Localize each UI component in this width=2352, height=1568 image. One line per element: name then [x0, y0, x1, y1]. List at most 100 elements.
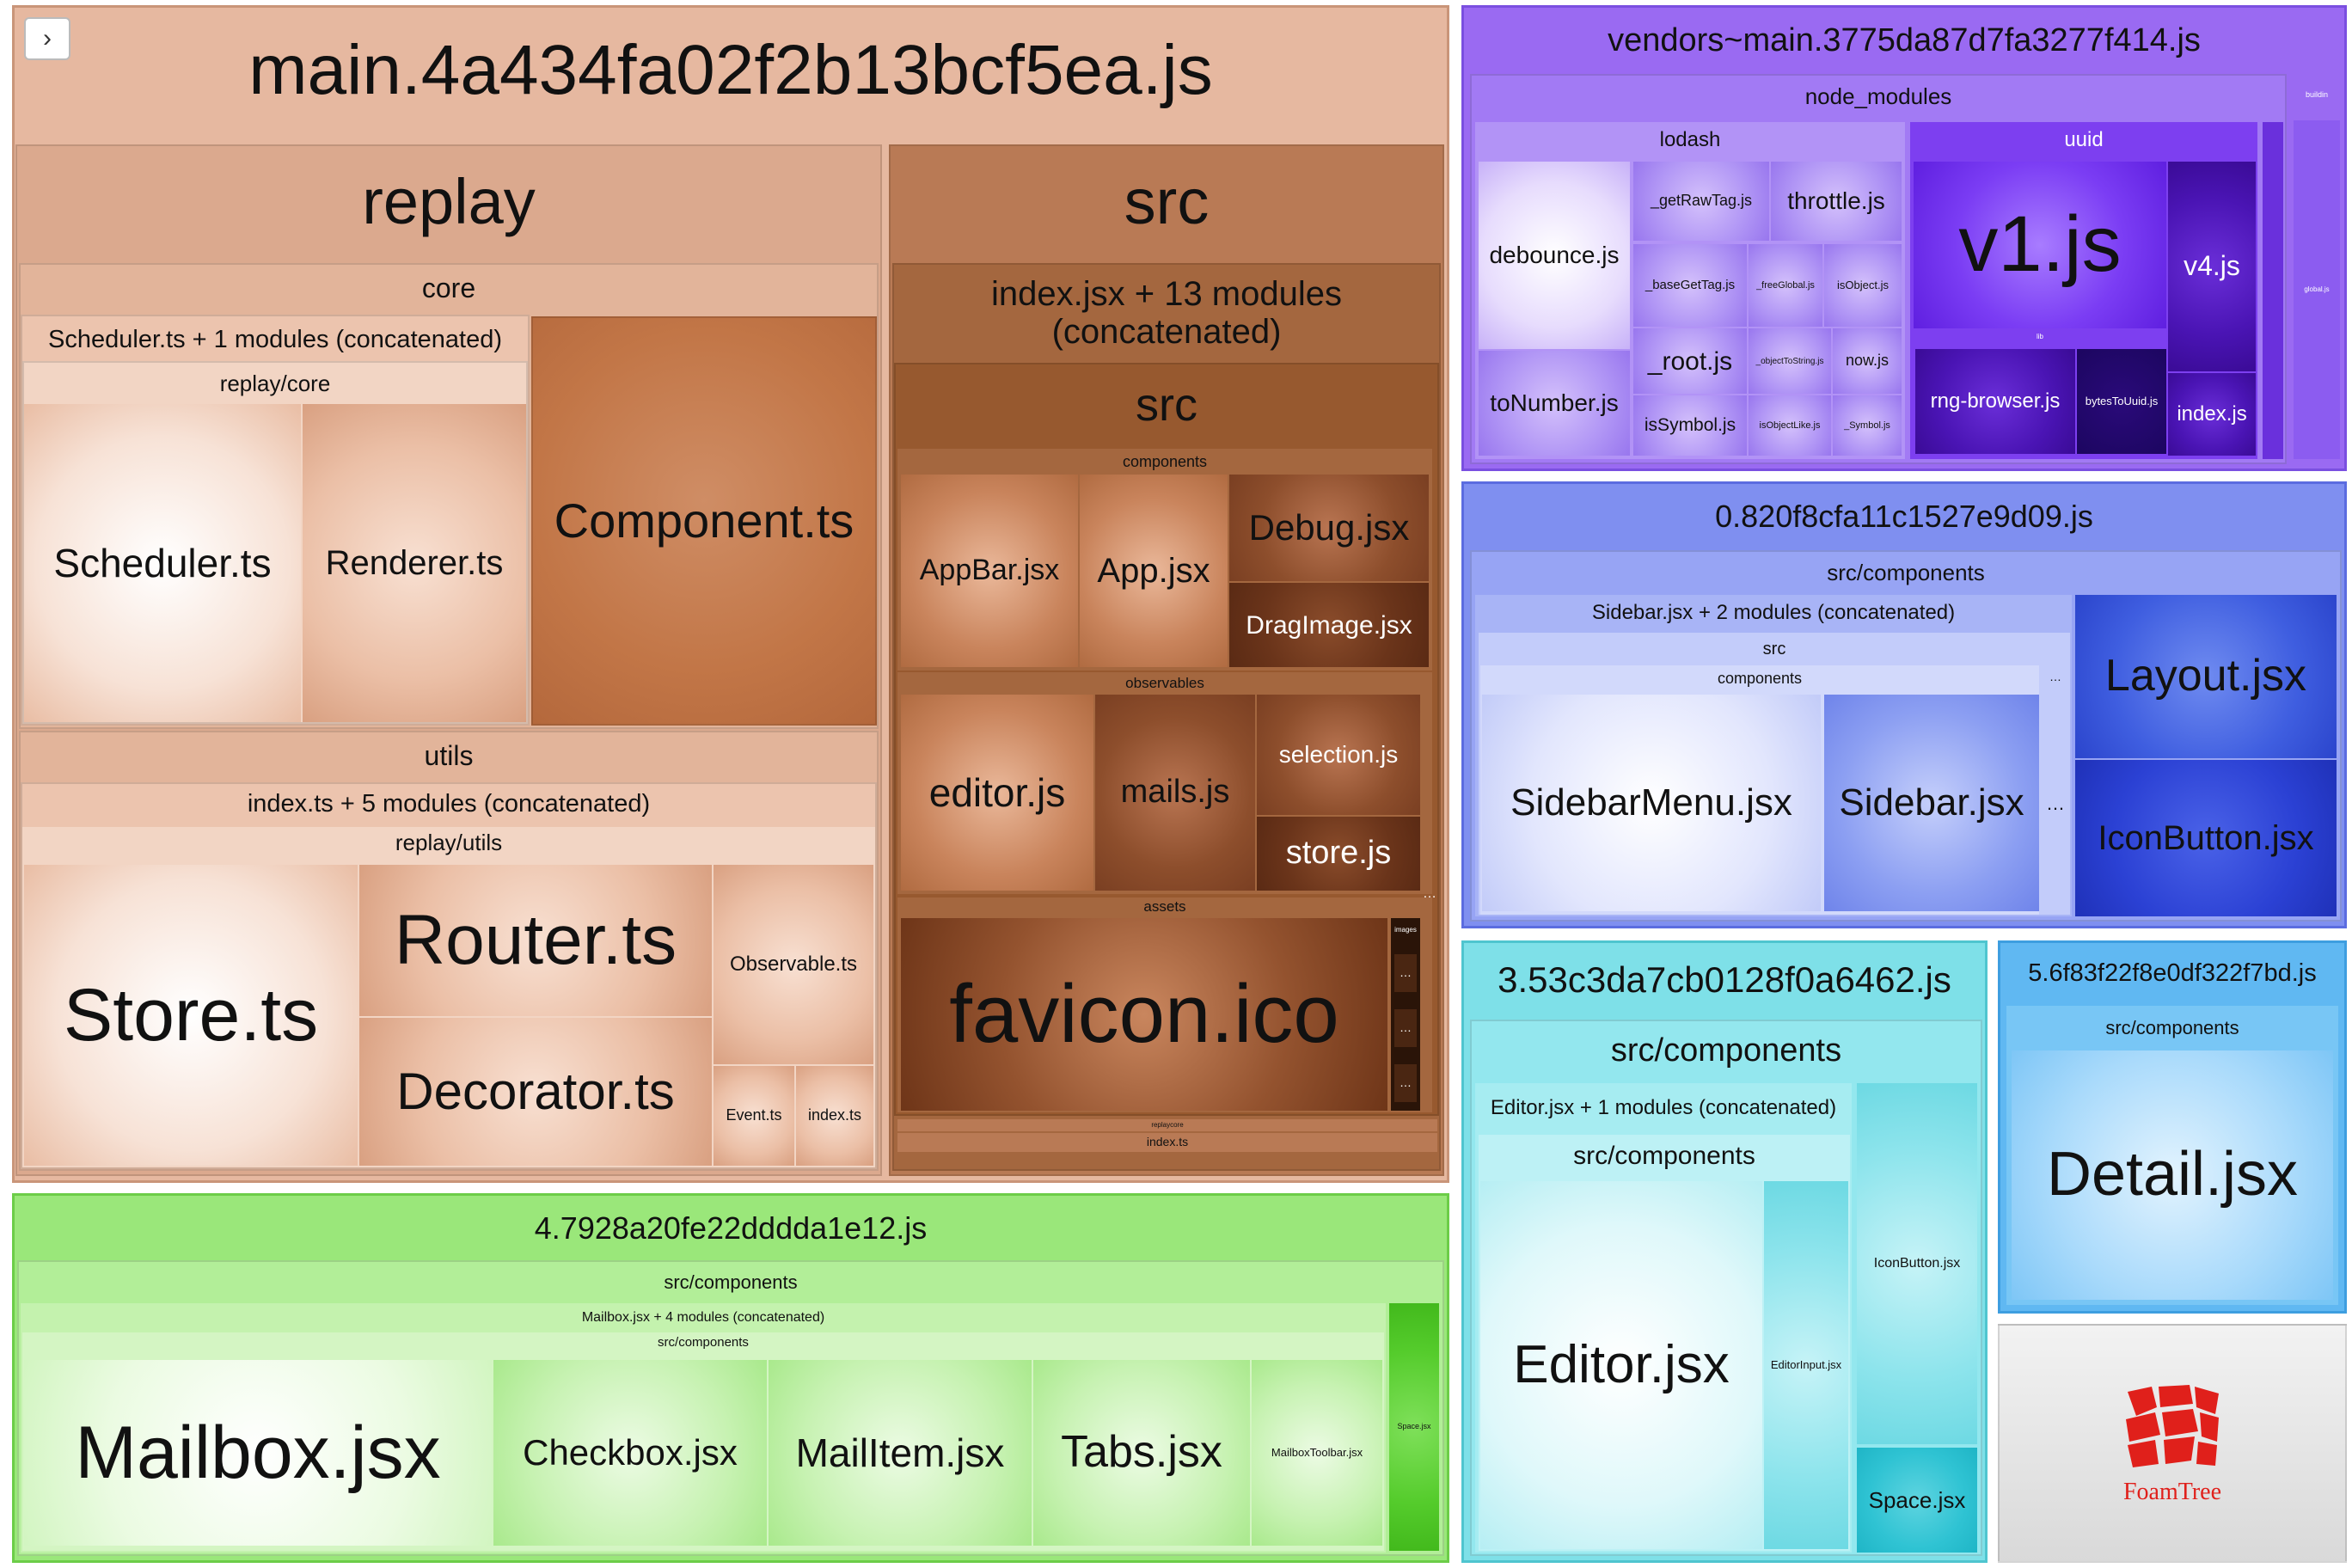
chevron-right-icon: › [43, 24, 52, 52]
module-appbar[interactable]: AppBar.jsx [901, 475, 1078, 667]
foamtree-logo-panel[interactable]: FoamTree [1998, 1324, 2347, 1563]
module-uuid-index[interactable]: index.js [2168, 373, 2256, 456]
module-component[interactable]: Component.ts [531, 316, 877, 726]
module-mails[interactable]: mails.js [1095, 695, 1255, 891]
module-mailbox[interactable]: Mailbox.jsx [24, 1360, 492, 1546]
module-router-label: Router.ts [394, 900, 677, 979]
module-getrawtag[interactable]: _getRawTag.js [1633, 162, 1769, 241]
module-iconbutton-0[interactable]: IconButton.jsx [2075, 760, 2337, 916]
module-freeglobal-label: _freeGlobal.js [1756, 279, 1815, 291]
module-sidebarmenu[interactable]: SidebarMenu.jsx [1482, 695, 1821, 911]
module-uuid-index-label: index.js [2177, 401, 2247, 426]
module-mailboxtoolbar-label: MailboxToolbar.jsx [1271, 1445, 1363, 1459]
module-mailbox-label: Mailbox.jsx [75, 1411, 441, 1494]
module-layout[interactable]: Layout.jsx [2075, 595, 2337, 758]
module-src-index[interactable]: index.ts [897, 1133, 1437, 1152]
module-space-3-label: Space.jsx [1868, 1486, 1966, 1513]
module-isobjectlike[interactable]: isObjectLike.js [1749, 395, 1831, 456]
module-debug[interactable]: Debug.jsx [1229, 475, 1429, 581]
module-renderer[interactable]: Renderer.ts [303, 404, 526, 722]
module-root-label: _root.js [1647, 346, 1733, 376]
module-decorator[interactable]: Decorator.ts [359, 1018, 712, 1166]
module-iconbutton-3[interactable]: IconButton.jsx [1857, 1083, 1977, 1444]
module-debounce-label: debounce.js [1489, 241, 1620, 268]
foamtree-logo-icon [2126, 1384, 2219, 1467]
module-checkbox-label: Checkbox.jsx [523, 1431, 738, 1473]
module-bytestouuid-label: bytesToUuid.js [2085, 394, 2159, 407]
core-title: core [421, 273, 476, 303]
module-tabs[interactable]: Tabs.jsx [1033, 1360, 1250, 1546]
editor-inner-title: src/components [1573, 1142, 1755, 1170]
expand-button[interactable]: › [24, 17, 70, 60]
vendors-other[interactable] [2263, 122, 2283, 459]
images-more-2[interactable]: … [1394, 1009, 1417, 1047]
module-detail-label: Detail.jsx [2046, 1140, 2299, 1210]
module-mailitem[interactable]: MailItem.jsx [769, 1360, 1032, 1546]
module-issymbol[interactable]: isSymbol.js [1633, 395, 1747, 456]
assets-title: assets [1143, 898, 1186, 915]
module-issymbol-label: isSymbol.js [1644, 415, 1736, 436]
module-iconbutton-3-label: IconButton.jsx [1873, 1256, 1961, 1271]
module-rng-browser[interactable]: rng-browser.js [1915, 349, 2075, 454]
module-isobject[interactable]: isObject.js [1824, 244, 1902, 327]
mailbox-inner-title: src/components [658, 1335, 749, 1350]
module-editor-jsx[interactable]: Editor.jsx [1480, 1181, 1762, 1549]
module-checkbox[interactable]: Checkbox.jsx [493, 1360, 767, 1546]
module-tonumber[interactable]: toNumber.js [1479, 351, 1630, 456]
module-store-js[interactable]: store.js [1257, 817, 1420, 891]
module-detail[interactable]: Detail.jsx [2012, 1050, 2333, 1300]
module-root[interactable]: _root.js [1633, 328, 1747, 394]
module-freeglobal[interactable]: _freeGlobal.js [1749, 244, 1822, 327]
module-now[interactable]: now.js [1833, 328, 1902, 394]
module-objecttostring[interactable]: _objectToString.js [1749, 328, 1831, 394]
module-event[interactable]: Event.ts [714, 1066, 794, 1166]
module-editor-js[interactable]: editor.js [901, 695, 1093, 891]
replay-utils-title: replay/utils [395, 830, 503, 855]
images-more-3[interactable]: … [1394, 1064, 1417, 1102]
more-observables[interactable]: … [1420, 885, 1439, 903]
main-bundle-title: main.4a434fa02f2b13bcf5ea.js [248, 31, 1213, 109]
module-v4[interactable]: v4.js [2168, 162, 2256, 371]
chunk4-components-title: src/components [664, 1271, 798, 1293]
module-sidebar[interactable]: Sidebar.jsx [1824, 695, 2039, 911]
module-mailboxtoolbar[interactable]: MailboxToolbar.jsx [1252, 1360, 1382, 1546]
ellipsis-icon: … [1400, 1020, 1412, 1035]
module-layout-label: Layout.jsx [2104, 651, 2307, 701]
module-space-3[interactable]: Space.jsx [1857, 1448, 1977, 1553]
module-observable-label: Observable.ts [729, 952, 858, 976]
module-renderer-label: Renderer.ts [325, 544, 504, 582]
sidebar-more-group[interactable]: … [2041, 665, 2070, 911]
images-more-1[interactable]: … [1394, 954, 1417, 992]
module-app[interactable]: App.jsx [1080, 475, 1228, 667]
chunk0-bundle-title: 0.820f8cfa11c1527e9d09.js [1715, 499, 2093, 534]
module-debounce[interactable]: debounce.js [1479, 162, 1630, 349]
module-symbol[interactable]: _Symbol.js [1833, 395, 1902, 456]
module-dragimage[interactable]: DragImage.jsx [1229, 583, 1429, 667]
replay-core-title: replay/core [219, 371, 331, 396]
module-store[interactable]: Store.ts [24, 865, 358, 1166]
module-utils-index[interactable]: index.ts [796, 1066, 873, 1166]
module-v1[interactable]: v1.js [1914, 162, 2166, 328]
ellipsis-icon: … [2049, 670, 2061, 683]
module-basegettag[interactable]: _baseGetTag.js [1633, 244, 1747, 327]
replaycore-group[interactable]: replaycore [897, 1119, 1437, 1131]
utils-title: utils [424, 740, 474, 771]
src-title: src [1124, 166, 1210, 237]
chunk4-bundle-title: 4.7928a20fe22dddda1e12.js [534, 1210, 928, 1246]
module-favicon[interactable]: favicon.ico [901, 918, 1387, 1111]
module-scheduler[interactable]: Scheduler.ts [24, 404, 301, 722]
module-observable[interactable]: Observable.ts [714, 865, 873, 1064]
sidebar-more[interactable]: … [2041, 791, 2070, 817]
module-space-4[interactable]: Space.jsx [1389, 1303, 1439, 1551]
src-concat-title: index.jsx + 13 modules (concatenated) [990, 275, 1342, 351]
module-mailitem-label: MailItem.jsx [795, 1430, 1005, 1475]
module-global-js[interactable]: global.js [2294, 120, 2340, 459]
utils-concat-title: index.ts + 5 modules (concatenated) [247, 790, 651, 818]
module-throttle[interactable]: throttle.js [1771, 162, 1902, 241]
module-bytestouuid[interactable]: bytesToUuid.js [2077, 349, 2166, 454]
module-component-label: Component.ts [554, 493, 854, 548]
module-router[interactable]: Router.ts [359, 865, 712, 1016]
module-selection[interactable]: selection.js [1257, 695, 1420, 815]
module-editorinput[interactable]: EditorInput.jsx [1764, 1181, 1848, 1549]
module-v4-label: v4.js [2184, 250, 2240, 282]
